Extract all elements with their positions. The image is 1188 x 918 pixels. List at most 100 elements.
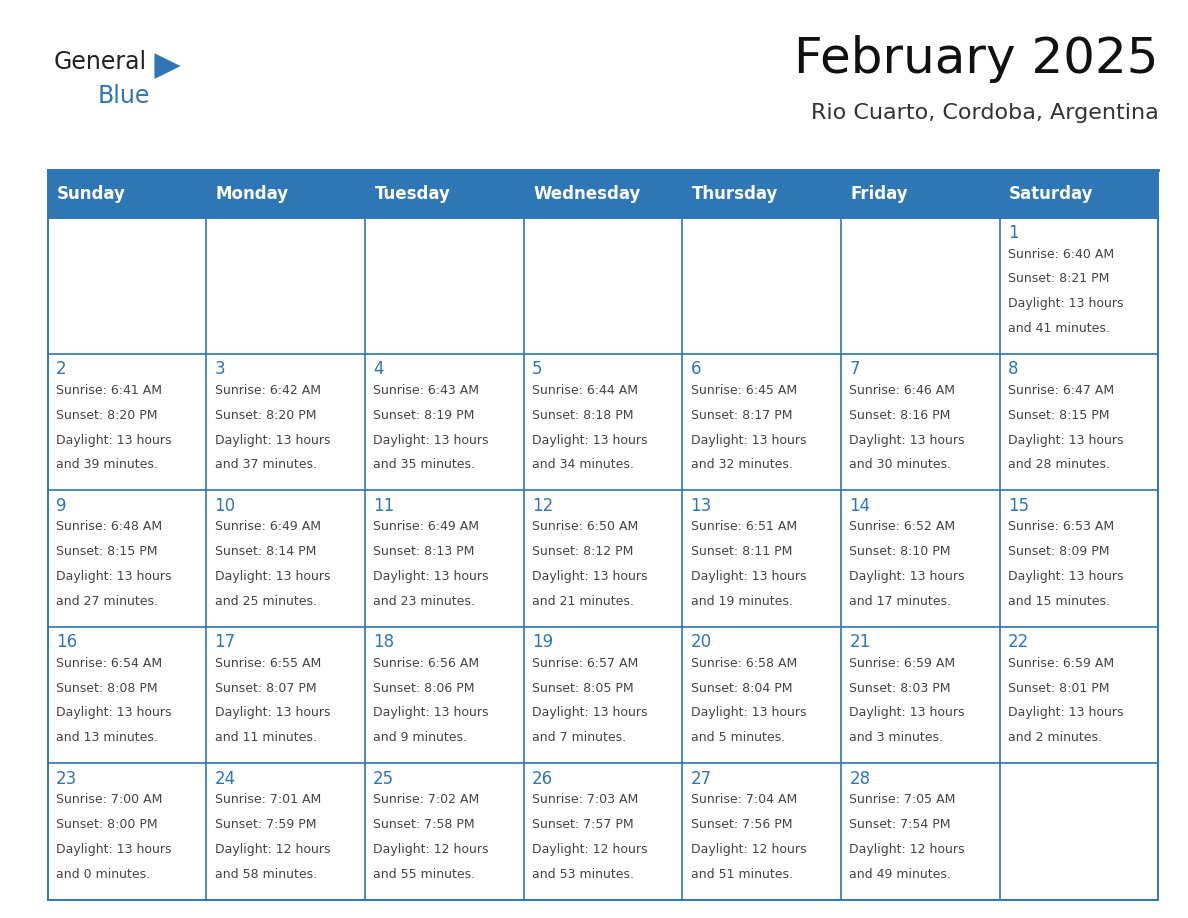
Text: Monday: Monday	[216, 185, 289, 203]
Text: Daylight: 13 hours: Daylight: 13 hours	[532, 570, 647, 583]
Text: 13: 13	[690, 497, 712, 515]
Text: 24: 24	[215, 769, 235, 788]
Text: 25: 25	[373, 769, 394, 788]
Text: Sunday: Sunday	[57, 185, 126, 203]
Text: Daylight: 13 hours: Daylight: 13 hours	[215, 570, 330, 583]
Text: 17: 17	[215, 633, 235, 651]
Text: Sunset: 7:58 PM: Sunset: 7:58 PM	[373, 818, 475, 831]
Text: 19: 19	[532, 633, 552, 651]
Text: Daylight: 13 hours: Daylight: 13 hours	[1007, 707, 1124, 720]
Text: Sunset: 8:14 PM: Sunset: 8:14 PM	[215, 545, 316, 558]
Text: and 5 minutes.: and 5 minutes.	[690, 732, 785, 744]
Text: 6: 6	[690, 361, 701, 378]
Text: and 41 minutes.: and 41 minutes.	[1007, 322, 1110, 335]
Text: 15: 15	[1007, 497, 1029, 515]
Text: Daylight: 13 hours: Daylight: 13 hours	[532, 433, 647, 446]
Text: Sunrise: 6:49 AM: Sunrise: 6:49 AM	[215, 521, 321, 533]
Text: Daylight: 12 hours: Daylight: 12 hours	[849, 843, 965, 856]
Text: Sunset: 8:03 PM: Sunset: 8:03 PM	[849, 682, 950, 695]
Text: and 30 minutes.: and 30 minutes.	[849, 458, 952, 472]
Text: and 58 minutes.: and 58 minutes.	[215, 868, 317, 880]
Text: 9: 9	[56, 497, 67, 515]
Text: Sunrise: 7:03 AM: Sunrise: 7:03 AM	[532, 793, 638, 806]
Text: Sunset: 8:06 PM: Sunset: 8:06 PM	[373, 682, 475, 695]
Text: Sunset: 8:05 PM: Sunset: 8:05 PM	[532, 682, 633, 695]
Text: Sunrise: 6:52 AM: Sunrise: 6:52 AM	[849, 521, 955, 533]
Text: 18: 18	[373, 633, 394, 651]
Text: Sunrise: 6:50 AM: Sunrise: 6:50 AM	[532, 521, 638, 533]
Text: Sunrise: 6:55 AM: Sunrise: 6:55 AM	[215, 656, 321, 670]
Text: 10: 10	[215, 497, 235, 515]
Text: Sunrise: 7:05 AM: Sunrise: 7:05 AM	[849, 793, 955, 806]
Text: 20: 20	[690, 633, 712, 651]
Text: Daylight: 13 hours: Daylight: 13 hours	[1007, 433, 1124, 446]
Text: 12: 12	[532, 497, 554, 515]
Text: Saturday: Saturday	[1009, 185, 1094, 203]
Text: and 49 minutes.: and 49 minutes.	[849, 868, 952, 880]
Text: Sunset: 8:18 PM: Sunset: 8:18 PM	[532, 409, 633, 421]
Text: Sunrise: 6:51 AM: Sunrise: 6:51 AM	[690, 521, 797, 533]
Text: Sunrise: 7:00 AM: Sunrise: 7:00 AM	[56, 793, 163, 806]
Text: Daylight: 13 hours: Daylight: 13 hours	[849, 433, 965, 446]
Text: and 27 minutes.: and 27 minutes.	[56, 595, 158, 608]
Text: 23: 23	[56, 769, 77, 788]
Text: Sunset: 8:19 PM: Sunset: 8:19 PM	[373, 409, 474, 421]
Text: and 55 minutes.: and 55 minutes.	[373, 868, 475, 880]
Text: and 13 minutes.: and 13 minutes.	[56, 732, 158, 744]
Text: Sunset: 8:10 PM: Sunset: 8:10 PM	[849, 545, 950, 558]
Text: Sunrise: 7:01 AM: Sunrise: 7:01 AM	[215, 793, 321, 806]
Text: Blue: Blue	[97, 84, 150, 107]
Text: Daylight: 13 hours: Daylight: 13 hours	[215, 433, 330, 446]
Text: Sunrise: 6:57 AM: Sunrise: 6:57 AM	[532, 656, 638, 670]
Text: Daylight: 13 hours: Daylight: 13 hours	[1007, 297, 1124, 310]
Polygon shape	[154, 53, 181, 79]
Text: Wednesday: Wednesday	[533, 185, 640, 203]
Text: Sunrise: 6:59 AM: Sunrise: 6:59 AM	[849, 656, 955, 670]
Text: Daylight: 12 hours: Daylight: 12 hours	[215, 843, 330, 856]
Bar	[48, 170, 1158, 218]
Text: Daylight: 13 hours: Daylight: 13 hours	[56, 570, 171, 583]
Text: Sunset: 7:54 PM: Sunset: 7:54 PM	[849, 818, 950, 831]
Text: Sunset: 8:16 PM: Sunset: 8:16 PM	[849, 409, 950, 421]
Text: Sunset: 8:01 PM: Sunset: 8:01 PM	[1007, 682, 1110, 695]
Text: Daylight: 13 hours: Daylight: 13 hours	[690, 570, 807, 583]
Text: 5: 5	[532, 361, 543, 378]
Text: and 28 minutes.: and 28 minutes.	[1007, 458, 1110, 472]
Text: Sunset: 8:21 PM: Sunset: 8:21 PM	[1007, 273, 1110, 285]
Text: Sunset: 8:07 PM: Sunset: 8:07 PM	[215, 682, 316, 695]
Text: Friday: Friday	[851, 185, 908, 203]
Text: Sunrise: 6:59 AM: Sunrise: 6:59 AM	[1007, 656, 1114, 670]
Text: Daylight: 13 hours: Daylight: 13 hours	[1007, 570, 1124, 583]
Text: 11: 11	[373, 497, 394, 515]
Text: Sunset: 8:20 PM: Sunset: 8:20 PM	[215, 409, 316, 421]
Text: Sunrise: 6:56 AM: Sunrise: 6:56 AM	[373, 656, 479, 670]
Text: 2: 2	[56, 361, 67, 378]
Text: and 2 minutes.: and 2 minutes.	[1007, 732, 1102, 744]
Text: and 39 minutes.: and 39 minutes.	[56, 458, 158, 472]
Text: and 53 minutes.: and 53 minutes.	[532, 868, 634, 880]
Text: Daylight: 12 hours: Daylight: 12 hours	[690, 843, 807, 856]
Text: and 11 minutes.: and 11 minutes.	[215, 732, 316, 744]
Text: and 9 minutes.: and 9 minutes.	[373, 732, 467, 744]
Text: Sunset: 8:12 PM: Sunset: 8:12 PM	[532, 545, 633, 558]
Text: Sunrise: 6:43 AM: Sunrise: 6:43 AM	[373, 384, 479, 397]
Text: and 7 minutes.: and 7 minutes.	[532, 732, 626, 744]
Text: and 34 minutes.: and 34 minutes.	[532, 458, 633, 472]
Text: and 32 minutes.: and 32 minutes.	[690, 458, 792, 472]
Text: and 51 minutes.: and 51 minutes.	[690, 868, 792, 880]
Text: Sunset: 8:13 PM: Sunset: 8:13 PM	[373, 545, 474, 558]
Text: Sunset: 7:56 PM: Sunset: 7:56 PM	[690, 818, 792, 831]
Text: Daylight: 13 hours: Daylight: 13 hours	[690, 707, 807, 720]
Text: Sunrise: 7:04 AM: Sunrise: 7:04 AM	[690, 793, 797, 806]
Text: and 17 minutes.: and 17 minutes.	[849, 595, 952, 608]
Text: Sunrise: 6:42 AM: Sunrise: 6:42 AM	[215, 384, 321, 397]
Text: Sunset: 8:15 PM: Sunset: 8:15 PM	[56, 545, 157, 558]
Text: General: General	[53, 50, 146, 74]
Text: Daylight: 13 hours: Daylight: 13 hours	[56, 843, 171, 856]
Text: Daylight: 13 hours: Daylight: 13 hours	[56, 707, 171, 720]
Text: Sunset: 8:11 PM: Sunset: 8:11 PM	[690, 545, 792, 558]
Text: Sunset: 8:00 PM: Sunset: 8:00 PM	[56, 818, 158, 831]
Text: 3: 3	[215, 361, 226, 378]
Text: 21: 21	[849, 633, 871, 651]
Text: and 15 minutes.: and 15 minutes.	[1007, 595, 1110, 608]
